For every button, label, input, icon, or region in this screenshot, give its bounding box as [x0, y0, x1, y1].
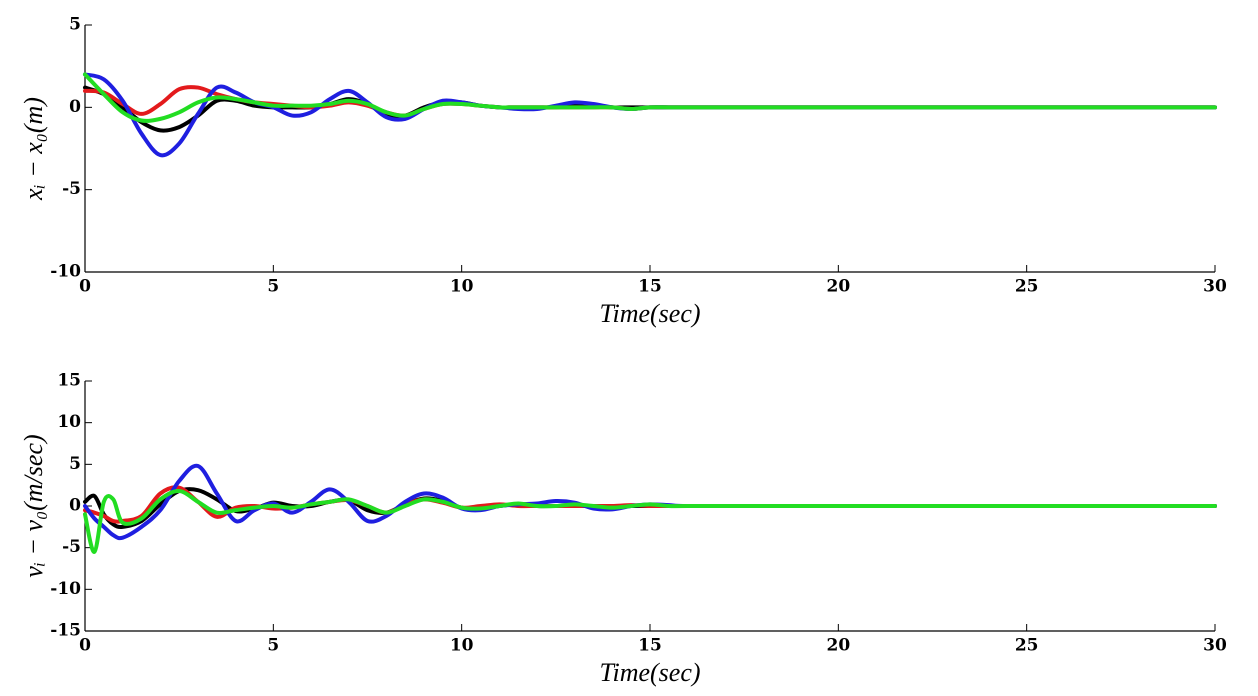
x-tick-label: 20: [826, 636, 850, 656]
x-tick-label: 15: [638, 277, 662, 297]
x-tick-label: 10: [450, 636, 474, 656]
series-line: [83, 463, 1217, 541]
y-axis-title: xᵢ − x₀(m): [19, 97, 48, 201]
series-line: [83, 72, 1217, 158]
x-tick-label: 0: [79, 636, 91, 656]
x-tick-label: 20: [826, 277, 850, 297]
x-tick-label: 25: [1015, 277, 1039, 297]
y-tick-label: 5: [69, 15, 81, 35]
x-tick-label: 10: [450, 277, 474, 297]
x-tick-label: 30: [1203, 277, 1227, 297]
x-tick-label: 5: [267, 636, 279, 656]
y-tick-label: -5: [62, 179, 81, 199]
x-tick-label: 25: [1015, 636, 1039, 656]
series-line: [83, 488, 1217, 554]
x-tick-label: 30: [1203, 636, 1227, 656]
y-tick-label: 15: [57, 371, 81, 391]
y-tick-label: -15: [50, 621, 81, 641]
y-tick-label: 5: [69, 454, 81, 474]
y-tick-label: 0: [69, 97, 81, 117]
x-tick-label: 5: [267, 277, 279, 297]
y-tick-label: -10: [50, 262, 81, 282]
y-tick-label: 10: [57, 412, 81, 432]
y-tick-label: 0: [69, 496, 81, 516]
y-axis-title: vᵢ − v₀(m/sec): [19, 434, 48, 577]
y-tick-label: -10: [50, 579, 81, 599]
x-axis-title: Time(sec): [599, 658, 700, 687]
series-line: [83, 72, 1217, 123]
x-axis-title: Time(sec): [599, 299, 700, 328]
x-tick-label: 15: [638, 636, 662, 656]
x-tick-label: 0: [79, 277, 91, 297]
y-tick-label: -5: [62, 537, 81, 557]
